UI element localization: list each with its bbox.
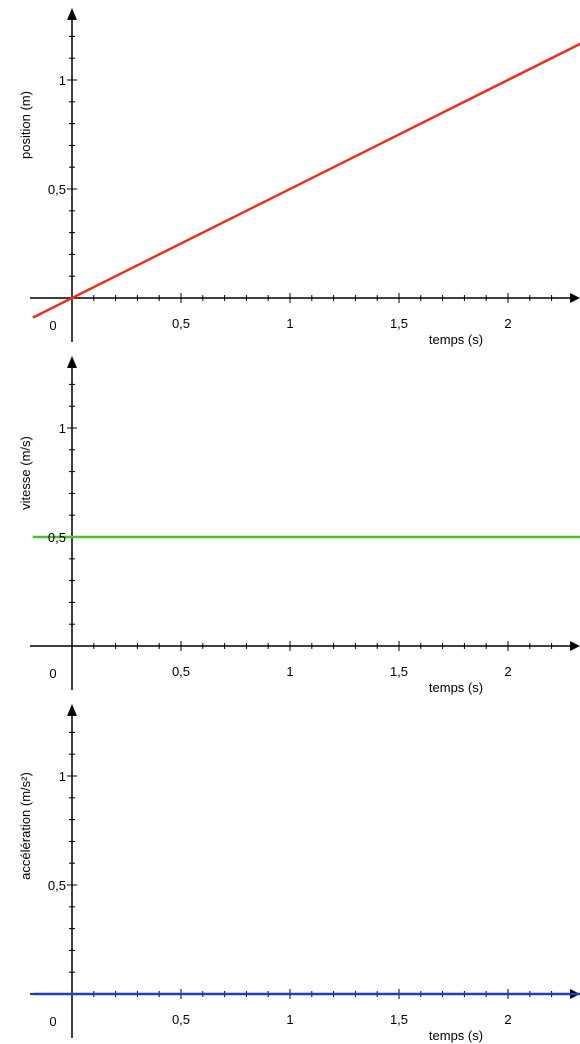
x-tick-label: 2 [504,316,511,331]
chart-svg: 0,5 1 1,5 2 0 0,5 1 temps (s) accélération (m/s²… [18,704,580,1043]
y-tick-label: 1 [59,769,66,784]
x-tick-label: 0,5 [172,316,190,331]
x-tick-label: 2 [504,1012,511,1027]
x-axis-arrow-icon [570,641,580,651]
x-tick-label: 1,5 [390,664,408,679]
y-axis-arrow-icon [67,356,77,368]
y-axis-label: position (m) [18,91,33,159]
x-tick-label: 2 [504,664,511,679]
acceleration-chart: 0,5 1 1,5 2 0 0,5 1 temps (s) accélération (m/s²… [0,696,580,1044]
x-axis-label: temps (s) [429,1028,483,1043]
x-axis-arrow-icon [570,293,580,303]
x-tick-label: 1 [286,1012,293,1027]
x-tick-label: 0,5 [172,664,190,679]
y-axis-label: vitesse (m/s) [18,436,33,510]
y-tick-label: 0,5 [48,530,66,545]
chart-svg: 0,5 1 1,5 2 0 0,5 1 temps (s) position (m) [18,8,580,347]
x-tick-label: 1,5 [390,316,408,331]
x-tick-label: 1 [286,316,293,331]
y-axis-arrow-icon [67,704,77,716]
velocity-chart: 0,5 1 1,5 2 0 0,5 1 temps (s) vitesse (m/s) [0,348,580,696]
x-tick-label: 1 [286,664,293,679]
y-tick-label: 1 [59,421,66,436]
x-tick-label: 1,5 [390,1012,408,1027]
x-tick-label: 0,5 [172,1012,190,1027]
y-axis-arrow-icon [67,8,77,20]
position-chart: 0,5 1 1,5 2 0 0,5 1 temps (s) position (m) [0,0,580,348]
origin-label: 0 [49,666,56,681]
origin-label: 0 [49,318,56,333]
chart-svg: 0,5 1 1,5 2 0 0,5 1 temps (s) vitesse (m/s) [18,356,580,695]
origin-label: 0 [49,1014,56,1029]
x-axis-label: temps (s) [429,332,483,347]
series-line [32,42,580,319]
y-axis-label: accélération (m/s²) [18,772,33,880]
y-tick-label: 0,5 [48,182,66,197]
y-tick-label: 0,5 [48,878,66,893]
y-tick-label: 1 [59,73,66,88]
x-axis-label: temps (s) [429,680,483,695]
